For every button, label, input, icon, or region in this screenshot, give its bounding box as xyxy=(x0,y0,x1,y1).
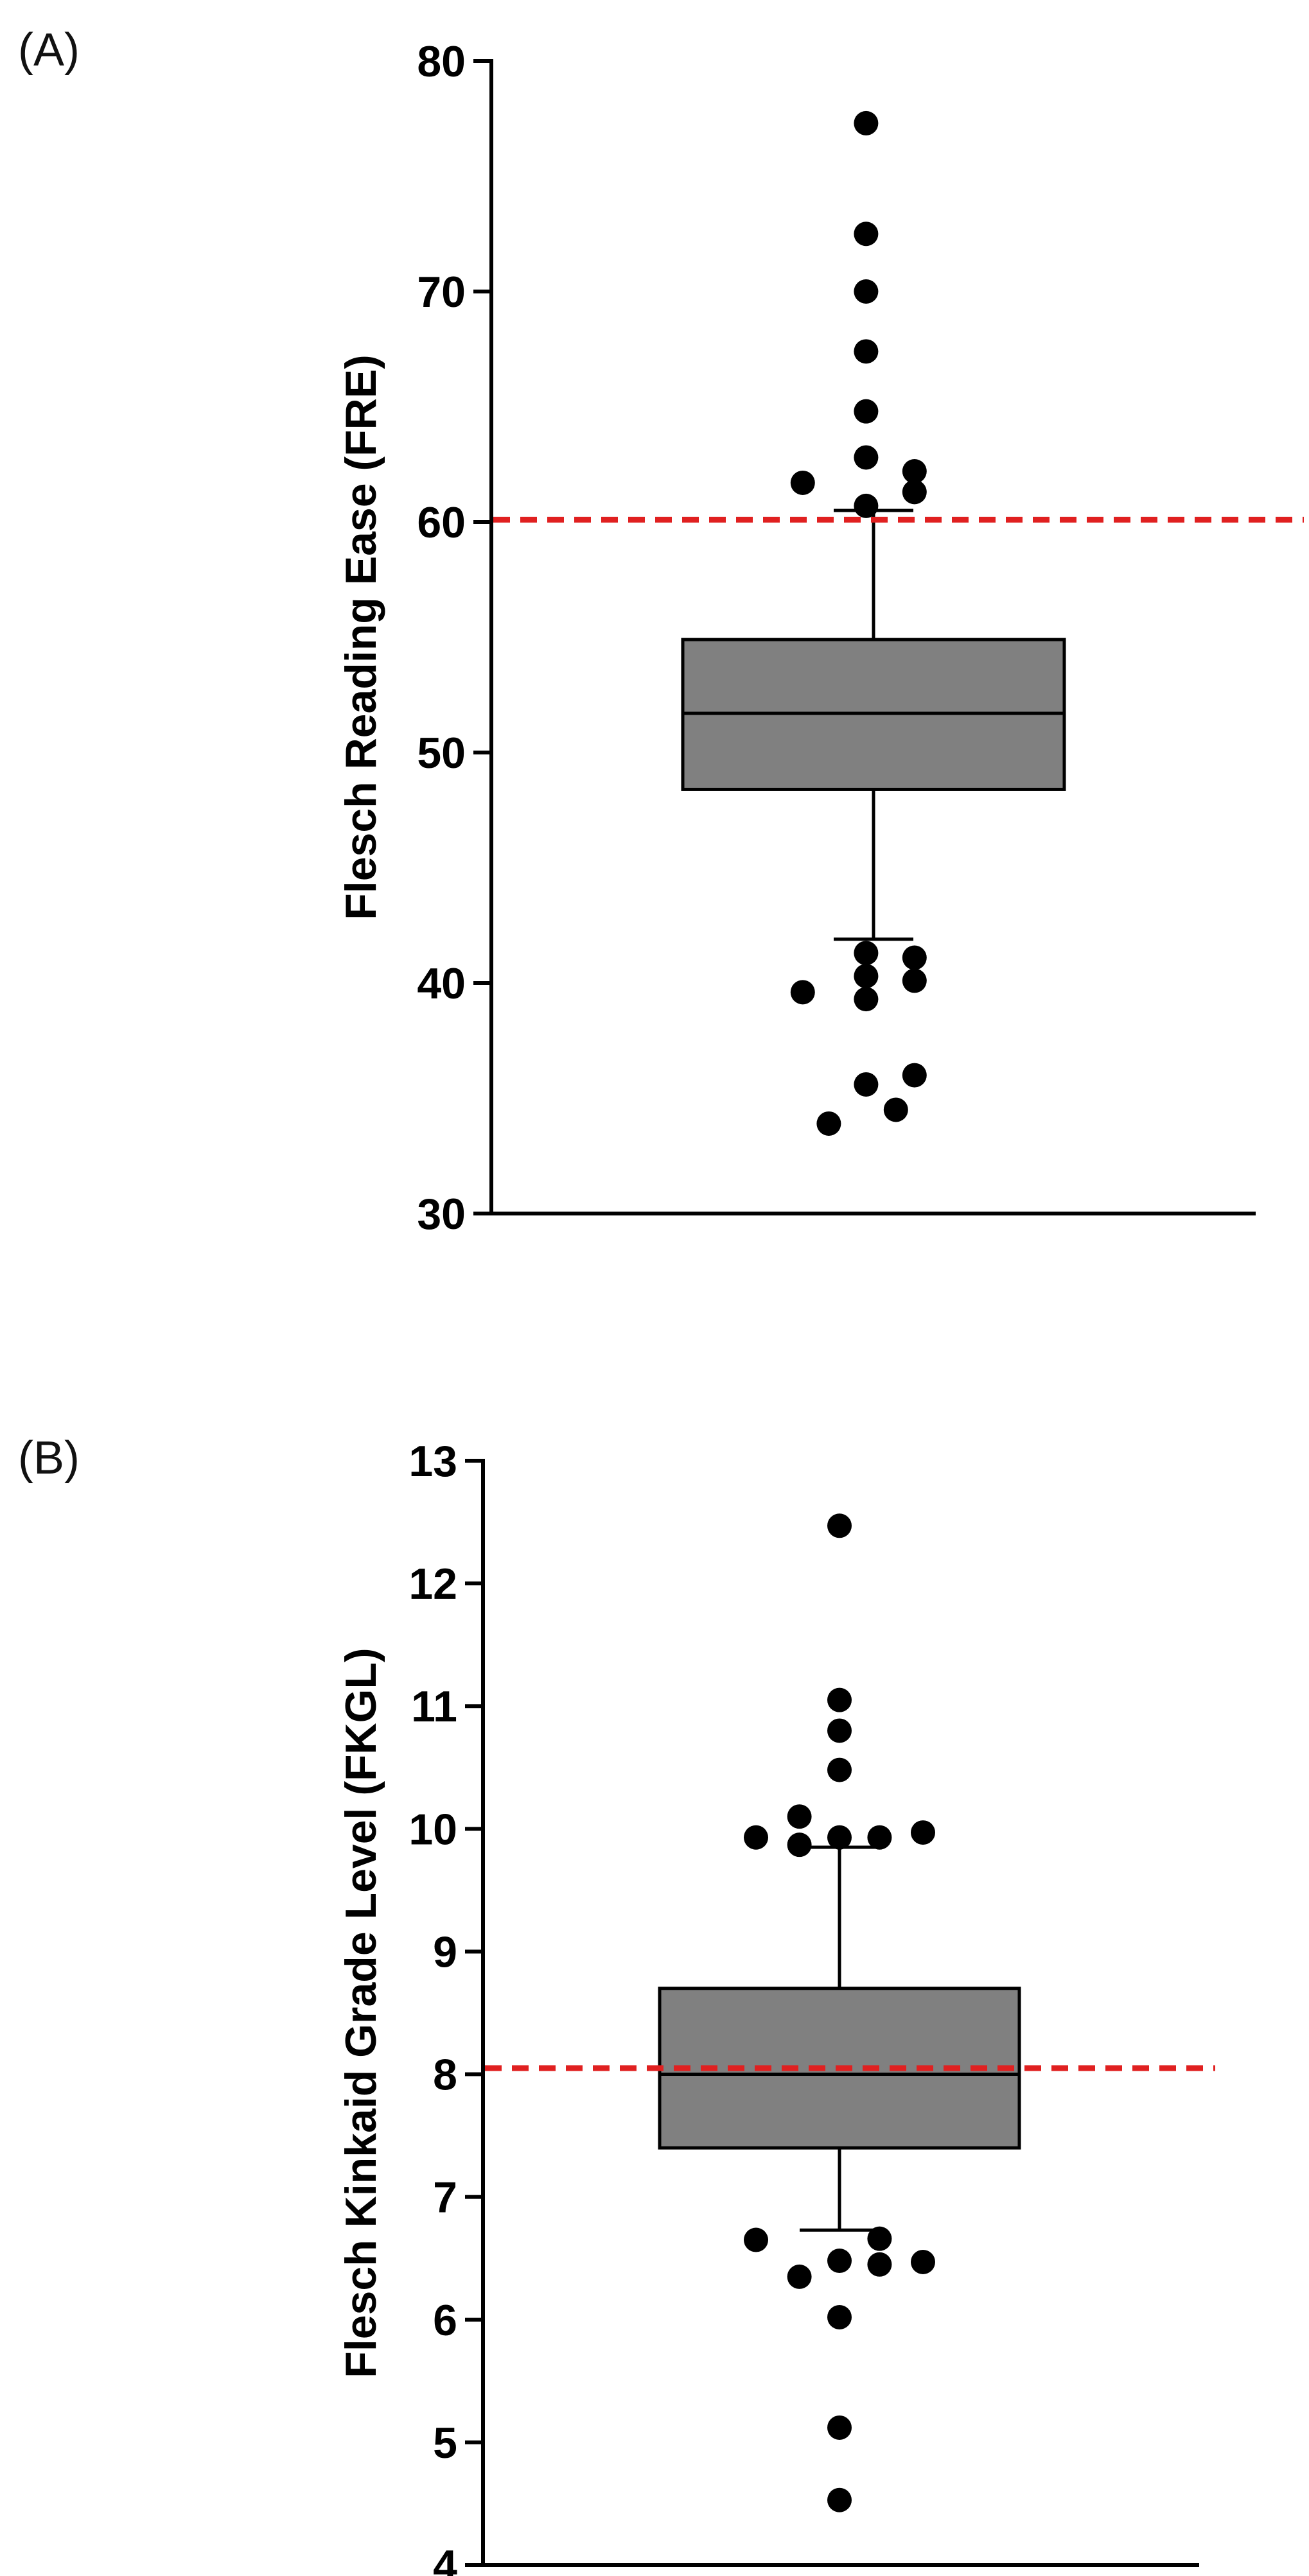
panel-b-label: (B) xyxy=(18,1432,80,1484)
outlier-point xyxy=(902,945,927,970)
y-tick-label: 5 xyxy=(433,2419,457,2467)
outlier-point xyxy=(911,2249,935,2274)
outlier-point xyxy=(854,279,879,304)
outlier-point xyxy=(827,1687,852,1712)
outlier-point xyxy=(854,493,879,518)
outlier-point xyxy=(883,1097,908,1122)
outlier-point xyxy=(854,339,879,364)
outlier-point xyxy=(827,1757,852,1782)
outlier-point xyxy=(854,964,879,989)
y-tick-label: 10 xyxy=(409,1805,457,1854)
outlier-point xyxy=(854,445,879,470)
outlier-point xyxy=(744,1825,768,1850)
outlier-point xyxy=(827,2304,852,2329)
outlier-point xyxy=(827,2487,852,2512)
y-tick-label: 11 xyxy=(411,1682,457,1731)
panel-a-label: (A) xyxy=(18,24,80,76)
y-tick-label: 80 xyxy=(417,37,466,86)
outlier-point xyxy=(867,1825,892,1850)
outlier-point xyxy=(902,968,927,993)
outlier-point xyxy=(854,110,879,135)
outlier-point xyxy=(827,1513,852,1538)
outlier-point xyxy=(902,480,927,505)
outlier-point xyxy=(854,941,879,966)
outlier-point xyxy=(744,2227,768,2252)
outlier-point xyxy=(790,470,815,495)
outlier-point xyxy=(790,980,815,1005)
outlier-point xyxy=(854,1072,879,1097)
outlier-point xyxy=(854,222,879,247)
y-tick-label: 9 xyxy=(433,1928,457,1976)
y-axis-label: Flesch Kinkaid Grade Level (FKGL) xyxy=(337,1648,385,2378)
y-tick-label: 50 xyxy=(417,729,466,778)
y-tick-label: 4 xyxy=(433,2541,457,2576)
y-tick-label: 12 xyxy=(409,1560,457,1608)
outlier-point xyxy=(787,1832,812,1858)
outlier-point xyxy=(827,1718,852,1743)
outlier-point xyxy=(816,1111,841,1136)
outlier-point xyxy=(867,2226,892,2251)
y-tick-label: 30 xyxy=(417,1190,466,1239)
outlier-point xyxy=(902,1063,927,1088)
y-axis-label: Flesch Reading Ease (FRE) xyxy=(337,354,385,919)
outlier-point xyxy=(854,399,879,424)
outlier-point xyxy=(787,1804,812,1829)
outlier-point xyxy=(787,2264,812,2289)
y-tick-label: 70 xyxy=(417,268,466,317)
y-tick-label: 60 xyxy=(417,498,466,547)
outlier-point xyxy=(902,459,927,484)
panel-b: (B) 4 5 6 7 8 9 10 11 12 13 Flesch Kinkaid Grade L… xyxy=(18,1432,1215,2576)
y-tick-label: 7 xyxy=(433,2173,457,2222)
y-tick-label: 6 xyxy=(433,2296,457,2345)
y-tick-label: 13 xyxy=(409,1437,457,1486)
outlier-point xyxy=(827,2415,852,2440)
outlier-point xyxy=(911,1820,935,1845)
panel-a: (A) 30 40 50 60 70 80 Flesch Reading Ease (FRE… xyxy=(18,24,1304,1239)
outlier-point xyxy=(827,1825,852,1850)
outlier-point xyxy=(827,2249,852,2274)
y-tick-label: 8 xyxy=(433,2051,457,2100)
outlier-point xyxy=(854,987,879,1012)
outlier-point xyxy=(867,2252,892,2277)
y-tick-label: 40 xyxy=(417,959,466,1008)
